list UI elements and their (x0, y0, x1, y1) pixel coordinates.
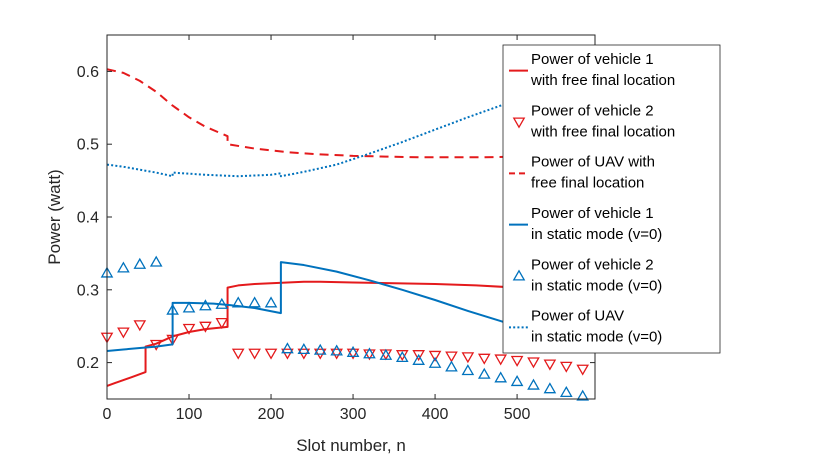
legend-item: Power of UAV in static mode (v=0) (509, 308, 662, 346)
data-point (576, 389, 590, 401)
legend-label: Power of vehicle 2 (531, 256, 654, 273)
data-point (559, 361, 573, 373)
data-point (527, 378, 540, 390)
legend-box (502, 44, 721, 354)
x-tick-label: 500 (504, 406, 531, 423)
x-tick-label: 200 (258, 406, 285, 423)
legend-label: Power of vehicle 1 (531, 51, 654, 68)
y-tick-label: 0.3 (77, 282, 99, 299)
data-point (527, 357, 540, 369)
legend: Power of vehicle 1 with free final locati… (502, 44, 721, 354)
series-5 (100, 255, 590, 401)
series-6 (106, 76, 596, 178)
data-point (149, 255, 163, 267)
legend-label: in static mode (v=0) (531, 329, 662, 346)
legend-item: Power of vehicle 2 in static mode (v=0) (512, 256, 662, 294)
legend-label: Power of vehicle 2 (531, 102, 654, 119)
y-tick-label: 0.2 (77, 355, 99, 372)
legend-label: with free final location (530, 123, 675, 140)
data-point (559, 385, 573, 397)
data-point (461, 352, 475, 364)
legend-label: Power of UAV (531, 308, 624, 325)
data-point (428, 350, 442, 362)
x-tick-label: 0 (103, 406, 112, 423)
data-point (346, 348, 360, 360)
data-point (494, 354, 508, 366)
data-point (133, 320, 147, 332)
legend-label: in static mode (v=0) (531, 226, 662, 243)
data-point (445, 351, 458, 363)
legend-label: Power of vehicle 1 (531, 205, 654, 222)
data-point (248, 348, 261, 360)
data-point (117, 327, 130, 339)
y-tick-label: 0.5 (77, 137, 99, 154)
data-point (330, 344, 343, 356)
data-point (428, 356, 442, 368)
data-point (199, 321, 212, 333)
data-point (510, 375, 524, 387)
data-point (281, 348, 294, 360)
data-point (313, 343, 327, 355)
data-point (543, 382, 557, 394)
series-line (106, 280, 596, 387)
series-line (106, 76, 596, 178)
legend-swatch (512, 269, 526, 281)
x-axis-label: Slot number, n (296, 436, 406, 455)
data-point (297, 342, 311, 355)
data-point (412, 353, 425, 365)
series-4 (106, 261, 596, 352)
legend-item: Power of UAV with free final location (509, 154, 655, 192)
data-point (215, 318, 229, 330)
legend-item: Power of vehicle 1 in static mode (v=0) (509, 205, 662, 243)
data-point (494, 371, 508, 383)
data-point (231, 296, 245, 308)
data-point (412, 350, 425, 362)
series-2 (100, 318, 590, 376)
data-point (264, 348, 278, 360)
data-point (346, 345, 360, 357)
data-point (182, 301, 196, 313)
y-tick-label: 0.6 (77, 64, 99, 81)
x-tick-label: 400 (422, 406, 449, 423)
series-line (106, 261, 596, 352)
data-point (445, 360, 458, 372)
data-point (477, 353, 491, 365)
legend-item: Power of vehicle 1 with free final locati… (509, 51, 675, 89)
y-axis-label: Power (watt) (45, 169, 64, 264)
x-tick-label: 100 (176, 406, 203, 423)
legend-label: free final location (531, 175, 644, 192)
data-point (215, 297, 229, 309)
legend-item: Power of vehicle 2 with free final locati… (512, 102, 675, 140)
data-point (166, 303, 179, 315)
data-point (461, 364, 475, 376)
data-point (576, 364, 590, 376)
legend-swatch (512, 117, 526, 129)
data-point (477, 367, 491, 379)
series-layer (100, 68, 596, 401)
data-point (149, 339, 163, 351)
x-tick-label: 300 (340, 406, 367, 423)
data-point (543, 359, 557, 371)
legend-label: Power of UAV with (531, 154, 655, 171)
data-point (248, 296, 261, 308)
data-point (363, 347, 376, 359)
data-point (510, 355, 524, 367)
data-point (264, 296, 278, 308)
data-point (231, 348, 245, 360)
data-point (395, 350, 409, 362)
legend-label: with free final location (530, 72, 675, 89)
series-1 (106, 280, 596, 387)
data-point (182, 323, 196, 335)
data-point (117, 261, 130, 273)
data-point (379, 348, 393, 360)
data-point (395, 350, 409, 363)
data-point (281, 342, 294, 354)
legend-label: in static mode (v=0) (531, 277, 662, 294)
data-point (199, 299, 212, 311)
data-point (330, 348, 343, 360)
data-point (133, 257, 147, 269)
y-tick-label: 0.4 (77, 210, 99, 227)
